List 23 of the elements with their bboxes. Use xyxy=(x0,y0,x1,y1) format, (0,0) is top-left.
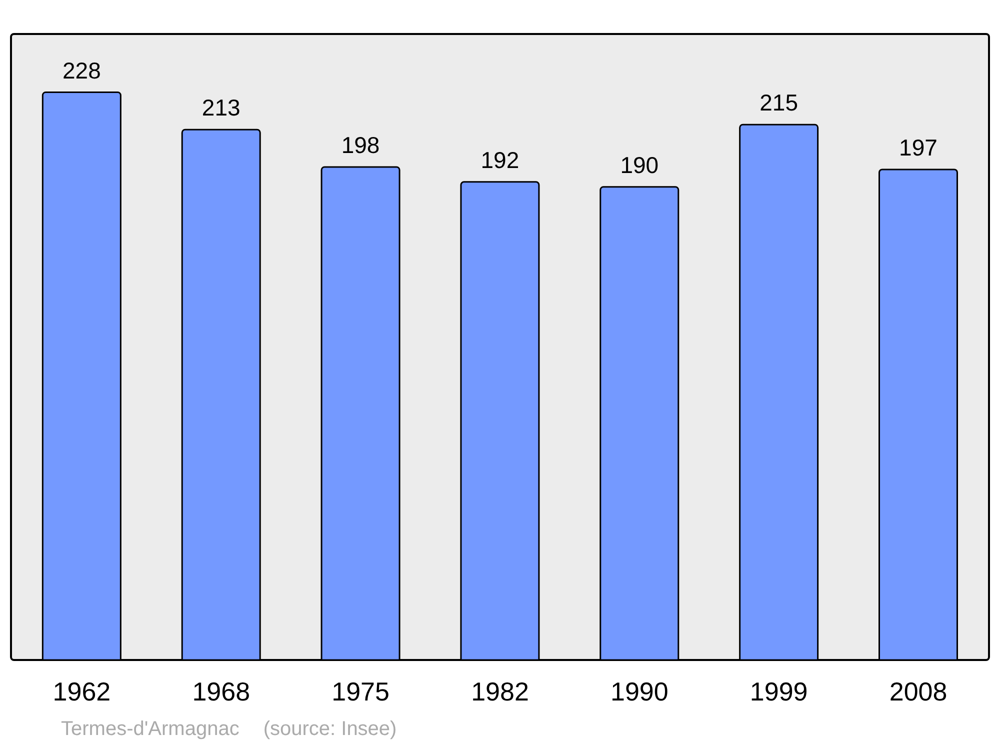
bar xyxy=(320,166,400,660)
data-label: 192 xyxy=(480,146,520,173)
x-tick-label: 1982 xyxy=(471,676,529,706)
bar xyxy=(600,186,680,660)
bar xyxy=(739,124,819,660)
x-tick-label: 1968 xyxy=(192,676,250,706)
bar xyxy=(460,181,540,660)
data-label: 213 xyxy=(202,94,240,121)
text: (source: Insee) xyxy=(263,718,397,740)
bar xyxy=(42,92,122,660)
data-label: 190 xyxy=(620,152,659,178)
x-tick-label: 1999 xyxy=(750,676,808,706)
x-tick-label: 1962 xyxy=(52,676,111,706)
text: Termes-d'Armagnac xyxy=(61,718,240,740)
bar xyxy=(878,168,958,660)
x-tick-label: 1990 xyxy=(610,676,668,706)
data-label: 197 xyxy=(899,134,938,160)
bar xyxy=(181,128,261,660)
x-tick-label: 1975 xyxy=(332,676,390,706)
data-label: 228 xyxy=(62,57,101,84)
data-label: 215 xyxy=(760,90,798,116)
x-tick-label: 2008 xyxy=(889,676,948,706)
data-label: 198 xyxy=(341,132,380,158)
